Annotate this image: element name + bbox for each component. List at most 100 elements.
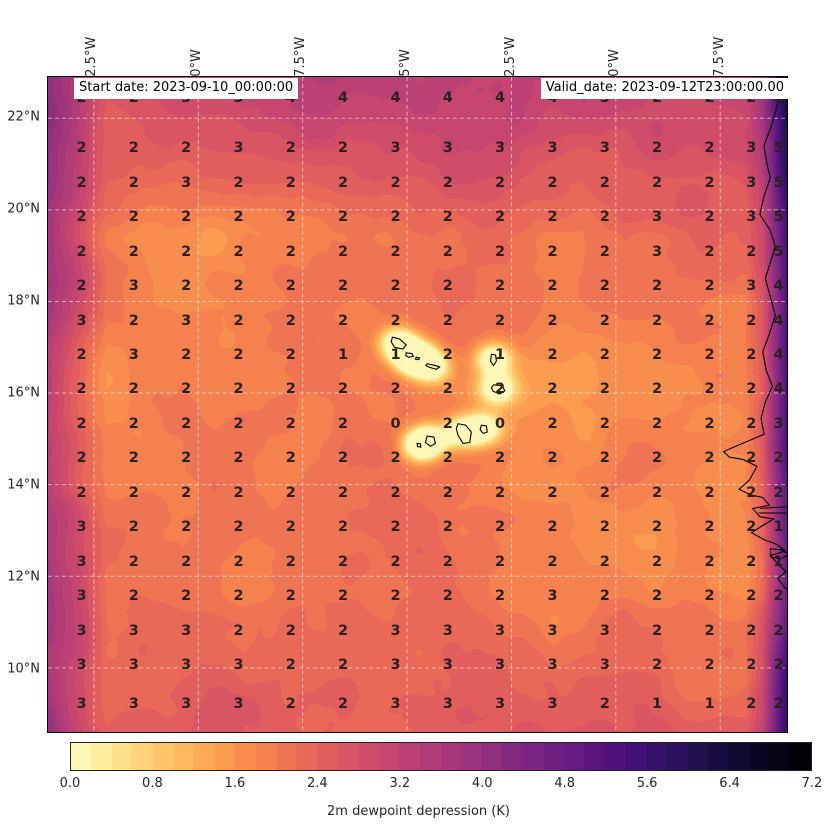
grid-value-label: 2 (181, 553, 192, 570)
grid-value-label: 2 (547, 277, 558, 294)
grid-value-label: 2 (773, 450, 784, 467)
grid-value-label: 2 (338, 622, 349, 639)
grid-value-label: 2 (285, 174, 296, 191)
grid-value-label: 2 (599, 208, 610, 225)
grid-value-label: 2 (599, 243, 610, 260)
grid-value-label: 2 (285, 381, 296, 398)
colorbar-gradient (71, 743, 811, 770)
grid-value-label: 4 (773, 312, 784, 329)
map-plot-area: 2233444444322252223223333322352232222222… (47, 76, 788, 733)
colorbar-tick-label: 2.4 (306, 776, 328, 791)
grid-value-label: 2 (233, 519, 244, 536)
grid-value-label: 2 (652, 484, 663, 501)
grid-value-label: 2 (746, 695, 757, 712)
grid-value-label: 2 (76, 450, 87, 467)
grid-value-label: 3 (128, 656, 139, 673)
grid-value-label: 3 (495, 622, 506, 639)
grid-value-label: 2 (704, 553, 715, 570)
grid-value-label: 4 (773, 381, 784, 398)
grid-value-label: 2 (338, 312, 349, 329)
grid-value-label: 2 (746, 622, 757, 639)
y-axis-tick-label: 20°N (7, 201, 40, 217)
grid-value-label: 2 (390, 312, 401, 329)
grid-value-label: 2 (285, 695, 296, 712)
grid-value-label: 1 (338, 346, 349, 363)
grid-value-label: 3 (547, 695, 558, 712)
y-axis-tick-label: 22°N (7, 109, 40, 125)
grid-value-label: 2 (704, 208, 715, 225)
grid-value-label: 3 (746, 174, 757, 191)
grid-value-label: 2 (746, 243, 757, 260)
grid-value-label: 2 (390, 450, 401, 467)
colorbar-axis-label: 2m dewpoint depression (K) (327, 804, 510, 819)
grid-value-label: 2 (495, 243, 506, 260)
grid-value-label: 2 (338, 484, 349, 501)
grid-value-label: 2 (181, 381, 192, 398)
grid-value-label: 2 (746, 553, 757, 570)
grid-value-label: 2 (442, 381, 453, 398)
grid-value-label: 2 (746, 346, 757, 363)
grid-value-label: 2 (495, 277, 506, 294)
grid-value-label: 3 (652, 243, 663, 260)
grid-value-label: 2 (547, 174, 558, 191)
grid-value-label: 2 (128, 484, 139, 501)
grid-value-label: 2 (76, 174, 87, 191)
grid-value-label: 2 (704, 381, 715, 398)
grid-value-label: 2 (338, 277, 349, 294)
grid-value-label: 2 (390, 174, 401, 191)
grid-value-label: 4 (338, 89, 349, 106)
colorbar-tick-label: 6.4 (719, 776, 740, 791)
y-axis-tick-label: 14°N (7, 477, 40, 493)
grid-value-label: 2 (495, 450, 506, 467)
grid-value-label: 2 (338, 450, 349, 467)
grid-value-label: 2 (746, 484, 757, 501)
grid-value-label: 3 (390, 622, 401, 639)
grid-value-label: 2 (652, 450, 663, 467)
colorbar-tick-label: 0.8 (142, 776, 163, 791)
grid-value-label: 2 (495, 553, 506, 570)
grid-value-label: 2 (704, 519, 715, 536)
grid-value-label: 2 (128, 174, 139, 191)
grid-value-label: 1 (773, 519, 784, 536)
grid-value-label: 2 (599, 277, 610, 294)
grid-value-label: 2 (495, 208, 506, 225)
grid-value-label: 2 (495, 484, 506, 501)
grid-value-label: 2 (704, 587, 715, 604)
grid-value-label: 2 (76, 415, 87, 432)
grid-value-label: 2 (442, 346, 453, 363)
grid-value-label: 5 (773, 139, 784, 156)
valid-date-annotation: Valid_date: 2023-09-12T23:00:00.00 (540, 78, 789, 99)
grid-value-label: 2 (599, 415, 610, 432)
grid-value-label: 2 (390, 381, 401, 398)
grid-value-label: 2 (338, 381, 349, 398)
grid-value-label: 2 (704, 312, 715, 329)
grid-value-label: 2 (181, 243, 192, 260)
grid-value-label: 2 (233, 415, 244, 432)
grid-value-label: 2 (76, 139, 87, 156)
grid-value-label: 3 (746, 139, 757, 156)
grid-value-label: 2 (390, 277, 401, 294)
grid-value-label: 2 (285, 346, 296, 363)
grid-value-label: 2 (233, 174, 244, 191)
grid-value-label: 3 (76, 695, 87, 712)
grid-value-label: 2 (285, 587, 296, 604)
grid-value-label: 2 (76, 243, 87, 260)
grid-value-label: 2 (181, 208, 192, 225)
grid-value-label: 2 (181, 484, 192, 501)
grid-value-label: 2 (233, 622, 244, 639)
grid-value-label: 2 (704, 484, 715, 501)
grid-value-label: 3 (599, 656, 610, 673)
grid-value-label: 3 (233, 139, 244, 156)
grid-value-label: 2 (128, 312, 139, 329)
grid-value-label: 5 (773, 208, 784, 225)
grid-value-label: 2 (547, 450, 558, 467)
grid-value-label: 3 (128, 277, 139, 294)
gridlines (48, 77, 787, 732)
grid-value-label: 1 (652, 695, 663, 712)
grid-value-label: 3 (442, 695, 453, 712)
grid-value-label: 4 (390, 89, 401, 106)
grid-value-label: 2 (390, 519, 401, 536)
colorbar-tick-label: 7.2 (801, 776, 823, 791)
grid-value-label: 3 (76, 656, 87, 673)
